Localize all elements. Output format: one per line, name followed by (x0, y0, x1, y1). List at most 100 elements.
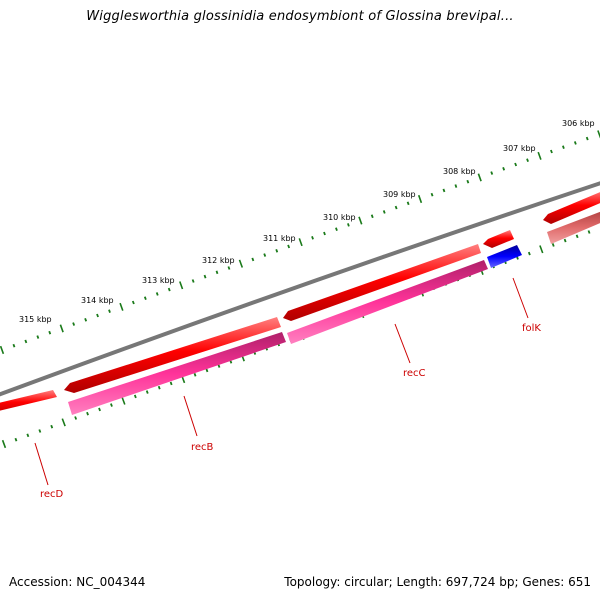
gene-feature-forward[interactable] (64, 317, 281, 393)
minor-tick (86, 411, 89, 416)
gene-feature-forward[interactable] (543, 190, 600, 224)
minor-tick (275, 248, 279, 253)
minor-tick (227, 266, 231, 270)
kbp-label: 312 kbp (202, 256, 235, 265)
gene-feature-recB[interactable] (68, 332, 286, 415)
gene-label-recC[interactable]: recC (403, 368, 426, 379)
gene-label-recB[interactable]: recB (191, 442, 214, 453)
minor-tick (205, 368, 209, 373)
minor-tick (587, 230, 591, 234)
minor-tick (98, 407, 101, 412)
minor-tick (335, 227, 338, 232)
minor-tick (442, 188, 446, 193)
gene-feature-faded[interactable] (547, 210, 600, 244)
minor-tick (514, 162, 518, 167)
minor-tick (287, 244, 291, 249)
connector-recC (394, 323, 411, 364)
minor-tick (323, 231, 326, 236)
gene-label-folK[interactable]: folK (522, 323, 541, 334)
gene-feature-forward[interactable] (283, 244, 481, 321)
minor-tick (14, 437, 18, 442)
minor-tick (50, 424, 54, 429)
kbp-label: 308 kbp (443, 167, 476, 176)
minor-tick (155, 292, 159, 296)
connector-folK (512, 277, 529, 319)
gene-feature-recD[interactable] (0, 390, 57, 417)
minor-tick (84, 317, 88, 322)
minor-tick (550, 149, 553, 154)
major-tick (298, 238, 303, 247)
minor-tick (406, 201, 410, 206)
minor-tick (26, 433, 30, 438)
minor-tick (527, 251, 531, 256)
minor-tick (48, 330, 52, 335)
major-tick (417, 194, 423, 204)
minor-tick (575, 234, 579, 239)
kbp-label: 307 kbp (503, 144, 536, 153)
minor-tick (133, 394, 137, 399)
genome-backbone (0, 181, 600, 397)
minor-tick (430, 192, 434, 197)
minor-tick (263, 253, 267, 257)
gene-label-recD[interactable]: recD (40, 489, 64, 500)
minor-tick (370, 214, 374, 219)
kbp-label: 315 kbp (19, 315, 52, 324)
minor-tick (526, 158, 529, 163)
minor-tick (203, 274, 207, 279)
minor-tick (145, 390, 149, 394)
kbp-label: 313 kbp (142, 276, 175, 285)
connector-recD (34, 442, 49, 486)
minor-tick (193, 372, 197, 377)
major-tick (597, 130, 600, 139)
major-tick (61, 418, 66, 427)
gene-feature-recC[interactable] (287, 260, 488, 344)
major-tick (179, 281, 184, 290)
gene-feature-folK[interactable] (487, 245, 522, 268)
major-tick (358, 216, 363, 225)
minor-tick (490, 171, 494, 175)
forward-track (0, 190, 600, 417)
major-tick (59, 324, 64, 333)
minor-tick (24, 339, 28, 344)
minor-tick (38, 429, 42, 433)
minor-tick (563, 238, 567, 243)
minor-tick (36, 335, 40, 339)
kbp-label: 310 kbp (323, 213, 356, 222)
minor-tick (585, 136, 589, 141)
minor-tick (466, 179, 470, 184)
kbp-label: 306 kbp (562, 119, 595, 128)
minor-tick (169, 381, 173, 386)
minor-tick (502, 166, 506, 171)
minor-tick (382, 210, 386, 214)
major-tick (477, 173, 482, 182)
gene-label-connectors (34, 277, 529, 486)
kbp-scale: 306 kbp 307 kbp 308 kbp 309 kbp 310 kbp … (19, 119, 595, 324)
major-tick (238, 259, 244, 268)
kbp-label: 311 kbp (263, 234, 296, 243)
minor-tick (217, 364, 221, 368)
minor-tick (74, 416, 78, 420)
major-tick (121, 396, 126, 405)
minor-tick (143, 296, 147, 301)
minor-tick (251, 257, 255, 262)
minor-tick (167, 287, 171, 292)
minor-tick (454, 184, 458, 188)
minor-tick (131, 300, 135, 305)
kbp-label: 314 kbp (81, 296, 114, 305)
major-tick (0, 345, 5, 355)
minor-tick (311, 235, 314, 240)
outer-tick-ring (0, 130, 600, 355)
genome-title: Wigglesworthia glossinidia endosymbiont … (86, 9, 514, 24)
minor-tick (12, 343, 16, 348)
major-tick (539, 245, 544, 254)
minor-tick (157, 385, 161, 390)
minor-tick (108, 309, 111, 313)
minor-tick (96, 313, 99, 318)
minor-tick (72, 322, 76, 326)
minor-tick (551, 243, 555, 247)
major-tick (119, 302, 124, 311)
minor-tick (191, 279, 195, 283)
gene-feature-forward[interactable] (483, 230, 514, 248)
